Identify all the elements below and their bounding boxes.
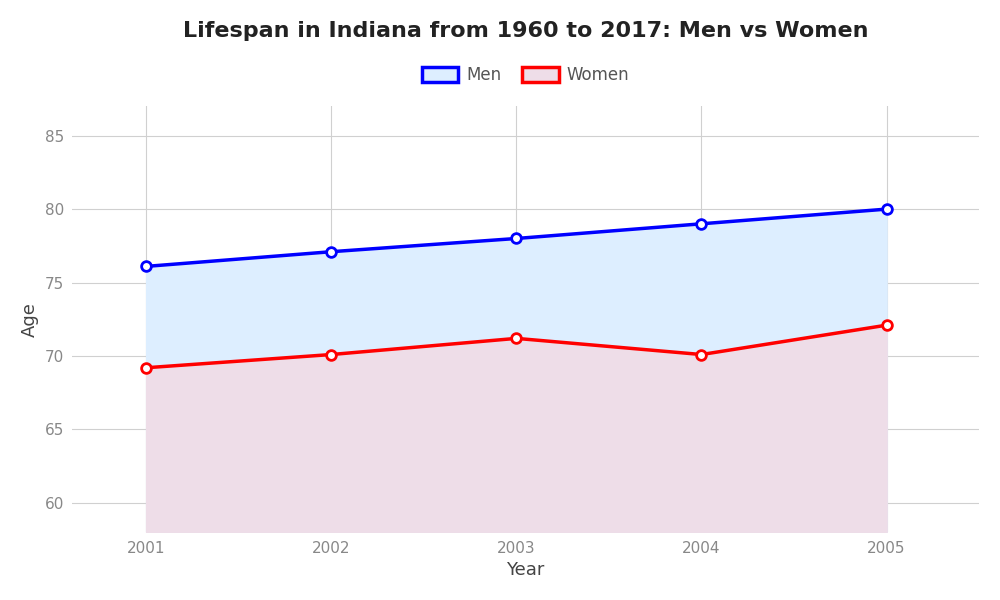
Title: Lifespan in Indiana from 1960 to 2017: Men vs Women: Lifespan in Indiana from 1960 to 2017: M… (183, 21, 868, 41)
Legend: Men, Women: Men, Women (415, 59, 636, 91)
X-axis label: Year: Year (506, 561, 545, 579)
Y-axis label: Age: Age (21, 302, 39, 337)
